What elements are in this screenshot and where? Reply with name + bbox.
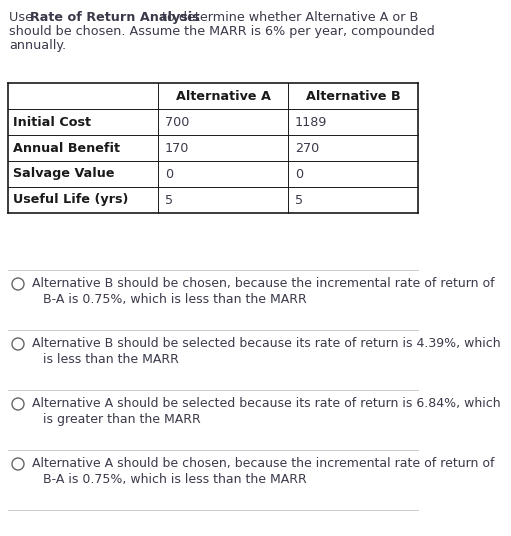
Text: 5: 5	[165, 193, 173, 206]
Text: 270: 270	[295, 142, 319, 154]
Text: Alternative B should be chosen, because the incremental rate of return of: Alternative B should be chosen, because …	[32, 277, 495, 290]
Text: Annual Benefit: Annual Benefit	[13, 142, 120, 154]
Text: Initial Cost: Initial Cost	[13, 115, 91, 129]
Text: B-A is 0.75%, which is less than the MARR: B-A is 0.75%, which is less than the MAR…	[43, 473, 307, 486]
Text: 170: 170	[165, 142, 190, 154]
Text: Useful Life (yrs): Useful Life (yrs)	[13, 193, 128, 206]
Text: Rate of Return Analysis: Rate of Return Analysis	[30, 11, 200, 24]
Text: Alternative A should be chosen, because the incremental rate of return of: Alternative A should be chosen, because …	[32, 457, 495, 470]
Text: 700: 700	[165, 115, 190, 129]
Text: Use: Use	[9, 11, 37, 24]
Text: is less than the MARR: is less than the MARR	[43, 353, 179, 366]
Text: Alternative B should be selected because its rate of return is 4.39%, which: Alternative B should be selected because…	[32, 337, 501, 350]
Text: B-A is 0.75%, which is less than the MARR: B-A is 0.75%, which is less than the MAR…	[43, 293, 307, 306]
Text: annually.: annually.	[9, 39, 66, 52]
Text: 0: 0	[165, 167, 173, 181]
Text: to determine whether Alternative A or B: to determine whether Alternative A or B	[158, 11, 418, 24]
Text: Alternative A should be selected because its rate of return is 6.84%, which: Alternative A should be selected because…	[32, 397, 501, 410]
Text: 5: 5	[295, 193, 303, 206]
Text: Alternative A: Alternative A	[176, 90, 270, 102]
Text: is greater than the MARR: is greater than the MARR	[43, 413, 201, 426]
Text: should be chosen. Assume the MARR is 6% per year, compounded: should be chosen. Assume the MARR is 6% …	[9, 25, 435, 38]
Text: 0: 0	[295, 167, 303, 181]
Text: Alternative B: Alternative B	[306, 90, 400, 102]
Text: Salvage Value: Salvage Value	[13, 167, 114, 181]
Text: 1189: 1189	[295, 115, 328, 129]
